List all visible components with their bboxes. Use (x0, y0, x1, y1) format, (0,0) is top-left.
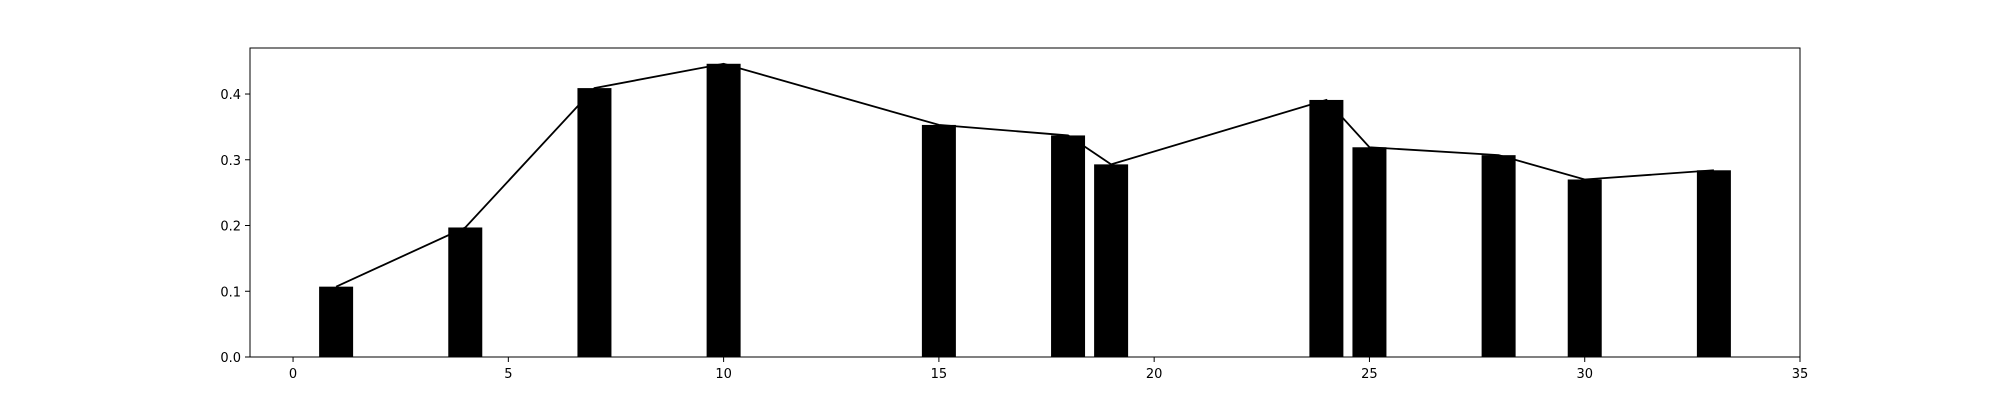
bar (448, 227, 483, 357)
bar (1567, 179, 1602, 357)
y-tick-label: 0.3 (220, 154, 241, 169)
x-tick-label: 5 (504, 367, 512, 382)
bar (1481, 155, 1516, 357)
bar (1094, 164, 1129, 357)
bar (1696, 170, 1731, 357)
trend-line (335, 62, 1714, 288)
x-axis: 0 5 10 15 20 25 30 35 (289, 357, 1808, 382)
x-tick-label: 15 (931, 367, 948, 382)
y-tick-label: 0.2 (220, 220, 241, 235)
bar (577, 88, 612, 358)
y-tick-label: 0.0 (220, 351, 241, 366)
plot-frame (249, 47, 1801, 358)
x-tick-label: 10 (715, 367, 732, 382)
x-tick-label: 0 (289, 367, 297, 382)
x-tick-label: 20 (1146, 367, 1163, 382)
bar (706, 63, 741, 358)
y-tick-label: 0.4 (220, 88, 241, 103)
x-tick-label: 30 (1576, 367, 1593, 382)
x-tick-label: 25 (1361, 367, 1378, 382)
bar-series (319, 63, 1731, 358)
y-tick-label: 0.1 (220, 285, 241, 300)
bar (1309, 99, 1344, 358)
y-axis: 0.0 0.1 0.2 0.3 0.4 (220, 88, 250, 366)
bar (921, 124, 956, 357)
bar (319, 286, 354, 357)
x-tick-label: 35 (1792, 367, 1809, 382)
bar (1051, 135, 1086, 357)
bar (1352, 147, 1387, 357)
